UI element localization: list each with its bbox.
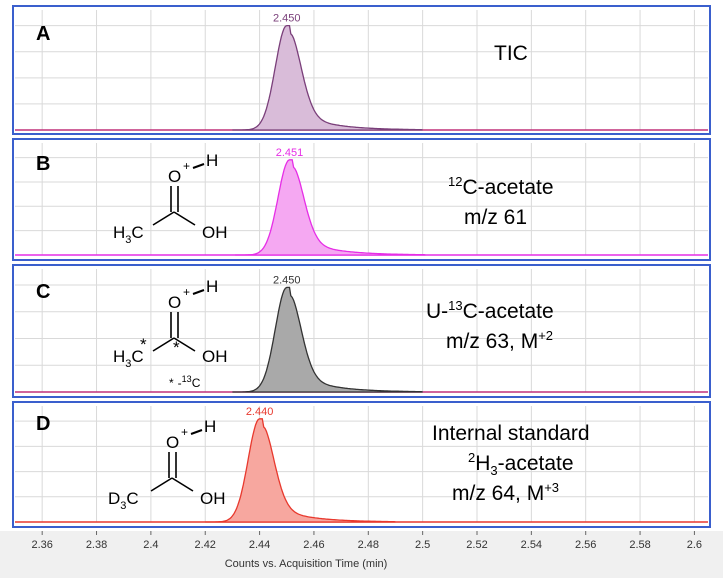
apex-label-b: 2.451 <box>276 147 304 159</box>
panel-c-title-pre: U- <box>426 300 448 323</box>
mol-c-note-c: C <box>192 376 201 390</box>
mol-c-h: H <box>206 277 218 296</box>
panel-b-title: 12C-acetate <box>448 174 554 199</box>
panel-d-subtitle-h: H <box>475 452 490 475</box>
x-tick-label: 2.44 <box>249 539 270 551</box>
mol-c-star-methyl: * <box>140 335 147 354</box>
mol-d-o-top: O <box>166 433 179 452</box>
x-axis-strip <box>0 531 723 578</box>
panel-b-border <box>12 138 711 261</box>
panel-d-subtitle2: m/z 64, M+3 <box>452 480 559 505</box>
mol-d-methyl-sub: 3 <box>120 500 126 512</box>
x-tick-label: 2.58 <box>629 539 650 551</box>
peak-layer: 2.450 2.451 2.450 2.440 <box>205 13 426 523</box>
panel-c-subtitle-main: m/z 63, M <box>446 330 538 353</box>
mol-b-oh: OH <box>202 223 228 242</box>
panel-a-border <box>12 5 711 135</box>
panel-c-subtitle: m/z 63, M+2 <box>446 328 553 353</box>
panel-label-b: B <box>36 153 50 175</box>
mol-c-methyl-h: H <box>113 347 125 366</box>
molecule-d: O + H D3C OH <box>108 417 226 512</box>
x-tick-label: 2.56 <box>575 539 596 551</box>
x-tick-label: 2.42 <box>195 539 216 551</box>
panel-d-subtitle2-sup: +3 <box>544 480 559 495</box>
panel-label-a: A <box>36 23 50 45</box>
mol-c-note-sup: 13 <box>182 374 192 384</box>
mol-d-bond-left <box>150 477 173 492</box>
mol-c-note: * -13C <box>169 374 201 390</box>
molecule-b: O + H H3C OH <box>113 151 228 246</box>
mol-b-h: H <box>206 151 218 170</box>
panel-d-border <box>12 401 711 528</box>
panel-b-subtitle: m/z 61 <box>464 206 527 229</box>
panel-label-d: D <box>36 413 50 435</box>
x-tick-label: 2.52 <box>466 539 487 551</box>
peak-a <box>232 24 423 131</box>
x-tick-label: 2.54 <box>521 539 542 551</box>
mol-d-bond-right <box>171 477 194 492</box>
x-tick-label: 2.6 <box>687 539 702 551</box>
panel-c-border <box>12 264 711 398</box>
mol-d-methyl: D3C <box>108 489 139 512</box>
mol-b-plus: + <box>183 159 190 173</box>
panel-c-title: U-13C-acetate <box>426 298 554 323</box>
panel-c-title-main: C-acetate <box>463 300 554 323</box>
molecule-c: O + H * * H3C OH * -13C <box>113 277 228 390</box>
mol-c-note-star: * <box>169 376 174 390</box>
mol-d-h-bond <box>190 429 203 435</box>
x-tick-label: 2.48 <box>358 539 379 551</box>
mol-d-methyl-d: D <box>108 489 120 508</box>
mol-c-methyl: H3C <box>113 347 144 370</box>
x-axis: 2.36 2.38 2.4 2.42 2.44 2.46 2.48 2.5 2.52 2.54 2.… <box>31 531 702 551</box>
panel-d-subtitle2-main: m/z 64, M <box>452 482 544 505</box>
panel-d-subtitle-sub: 3 <box>490 463 497 478</box>
panel-b-title-sup: 12 <box>448 174 462 189</box>
x-tick-label: 2.36 <box>31 539 52 551</box>
mol-d-h: H <box>204 417 216 436</box>
panel-d-title: Internal standard <box>432 422 590 445</box>
mol-b-methyl-c: C <box>131 223 143 242</box>
panel-c-title-sup: 13 <box>448 298 462 313</box>
panel-c-subtitle-sup: +2 <box>538 328 553 343</box>
mol-b-o-top: O <box>168 167 181 186</box>
mol-b-bond-right <box>173 211 196 226</box>
panel-borders <box>12 5 711 528</box>
mol-c-oh: OH <box>202 347 228 366</box>
panel-b-title-main: C-acetate <box>462 176 553 199</box>
mol-c-star-carbonyl: * <box>173 338 180 357</box>
x-tick-label: 2.38 <box>86 539 107 551</box>
mol-c-o-top: O <box>168 293 181 312</box>
mol-c-plus: + <box>183 285 190 299</box>
mol-c-h-bond <box>192 289 205 295</box>
panel-a-title: TIC <box>494 42 528 65</box>
mol-c-bond-right <box>173 337 196 352</box>
panel-d-subtitle-main: -acetate <box>498 452 574 475</box>
x-tick-label: 2.4 <box>143 539 158 551</box>
panel-d-subtitle: 2H3-acetate <box>468 450 574 478</box>
x-tick-label: 2.46 <box>303 539 324 551</box>
mol-c-methyl-sub: 3 <box>125 358 131 370</box>
panel-label-c: C <box>36 281 50 303</box>
peak-c <box>232 286 423 393</box>
mol-b-bond-left <box>152 211 175 226</box>
peak-d <box>205 418 396 523</box>
apex-label-c: 2.450 <box>273 274 301 286</box>
mol-d-plus: + <box>181 425 188 439</box>
mol-b-methyl-h: H <box>113 223 125 242</box>
mol-d-methyl-c: C <box>126 489 138 508</box>
mol-c-bond-left <box>152 337 175 352</box>
mol-c-methyl-c: C <box>131 347 143 366</box>
peak-b <box>235 159 426 256</box>
mol-b-methyl: H3C <box>113 223 144 246</box>
apex-label-d: 2.440 <box>246 406 274 418</box>
mol-c-note-dash: - <box>178 376 182 390</box>
x-tick-label: 2.5 <box>415 539 430 551</box>
apex-label-a: 2.450 <box>273 13 301 25</box>
mol-b-h-bond <box>192 163 205 169</box>
x-axis-title: Counts vs. Acquisition Time (min) <box>225 558 388 570</box>
mol-b-methyl-sub: 3 <box>125 234 131 246</box>
panel-d-subtitle-sup: 2 <box>468 450 475 465</box>
mol-d-oh: OH <box>200 489 226 508</box>
